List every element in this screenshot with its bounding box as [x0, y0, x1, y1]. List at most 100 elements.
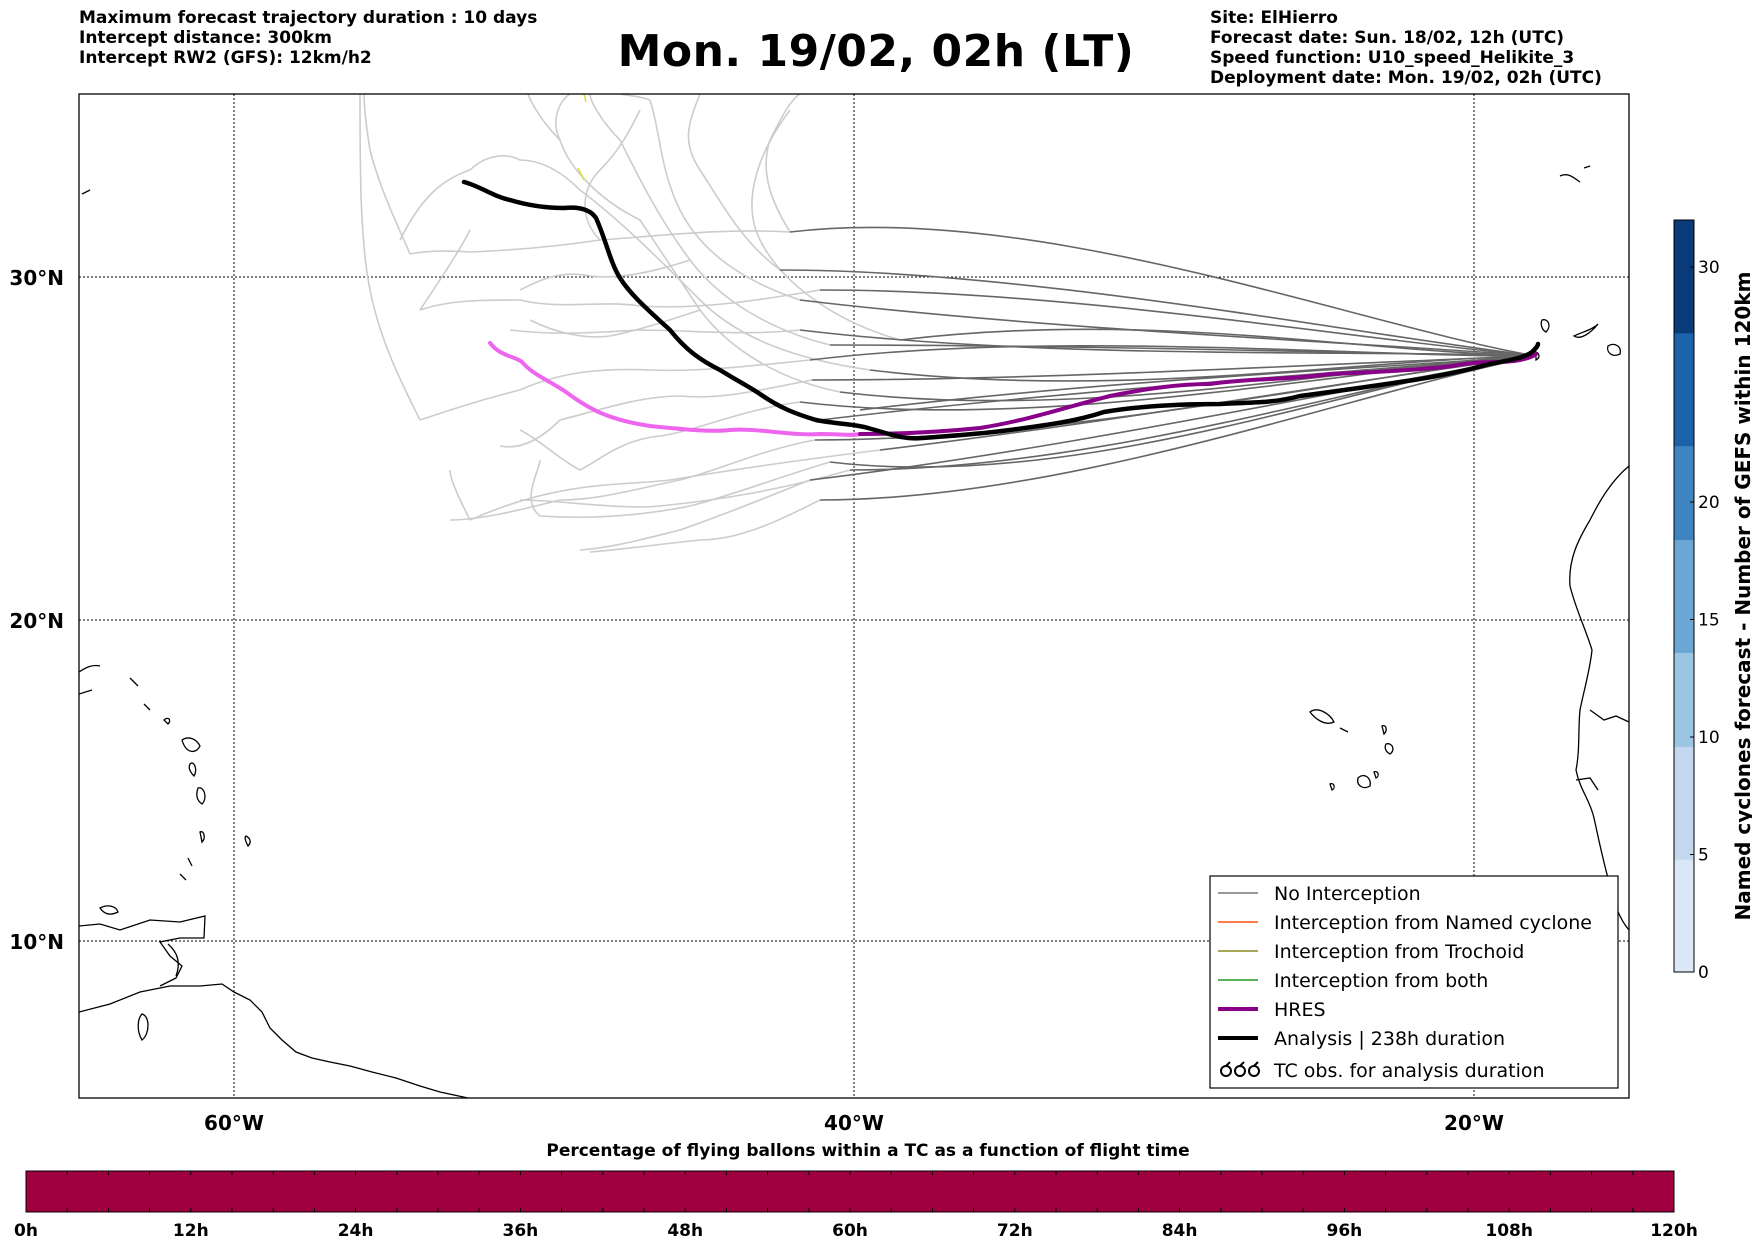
svg-text:TC obs. for analysis duration: TC obs. for analysis duration — [1273, 1060, 1545, 1082]
colorbar-cyclones-tick-label: 15 — [1698, 611, 1720, 631]
svg-text:No Interception: No Interception — [1274, 883, 1421, 905]
colorbar-cyclones-band — [1674, 539, 1694, 559]
martinique — [196, 787, 206, 805]
gefs-trajectory-far — [589, 94, 621, 141]
trochoid-trace — [577, 94, 587, 181]
colorbar-cyclones-ticks: 0 5 10 15 20 30 — [1690, 258, 1720, 983]
colorbar-cyclones-band — [1674, 915, 1694, 935]
colorbar-cyclones — [1674, 220, 1694, 973]
colorbar-cyclones-band — [1674, 408, 1694, 428]
coastlines — [79, 165, 1629, 1098]
colorbar-cyclones-band — [1674, 671, 1694, 691]
gefs-trajectory-far — [469, 449, 881, 521]
colorbar-cyclones-band — [1674, 802, 1694, 823]
lat-label-10n: 10°N — [9, 930, 64, 954]
gefs-trajectory-far — [579, 189, 871, 371]
legend-item-trochoid: Interception from Trochoid — [1218, 941, 1524, 963]
gefs-trajectory-near — [859, 355, 1537, 411]
header-right-info: Site: ElHierro Forecast date: Sun. 18/02… — [1210, 8, 1602, 88]
colorbar-cyclones-band — [1674, 332, 1694, 353]
max-duration-text: Maximum forecast trajectory duration : 1… — [79, 8, 538, 28]
intercept-rw2-text: Intercept RW2 (GFS): 12km/h2 — [79, 48, 372, 68]
gefs-trajectory-far — [687, 94, 781, 271]
boa-vista — [1384, 743, 1394, 755]
tc-symbol-icon — [1220, 1061, 1260, 1077]
colorbar-cyclones-band — [1674, 238, 1694, 259]
gefs-trajectory-far — [419, 299, 521, 311]
colorbar-cyclones-band — [1674, 464, 1694, 484]
guadeloupe — [181, 737, 201, 752]
colorbar-flight-time-tick-label: 120h — [1650, 1221, 1698, 1241]
svg-text:Interception from Named cyclon: Interception from Named cyclone — [1274, 912, 1592, 934]
gefs-trajectory-far — [649, 99, 801, 301]
gefs-trajectory-far — [539, 461, 831, 519]
colorbar-cyclones-band — [1674, 746, 1694, 766]
header-left-info: Maximum forecast trajectory duration : 1… — [79, 8, 537, 68]
barbados — [244, 835, 251, 848]
gefs-trajectory-far — [363, 94, 411, 255]
gefs-trajectory-far — [359, 94, 421, 421]
colorbar-cyclones-band — [1674, 426, 1694, 447]
colorbar-cyclones-band — [1674, 502, 1694, 522]
gefs-trajectory-near — [899, 328, 1537, 357]
colorbar-flight-time-ticks: 0h 12h 24h 36h 48h 60h 72h 84h 96h 108h 120h — [14, 1171, 1698, 1241]
venezuela-coast — [79, 915, 206, 987]
colorbar-flight-time-tick-label: 0h — [14, 1221, 38, 1241]
legend-item-both: Interception from both — [1218, 970, 1488, 992]
svg-text:Interception from both: Interception from both — [1274, 970, 1488, 992]
gefs-trajectory-far — [765, 94, 801, 233]
colorbar-flight-time-tick-label: 108h — [1485, 1221, 1533, 1241]
gefs-trajectory-far — [449, 469, 471, 521]
colorbar-cyclones-band — [1674, 821, 1694, 841]
south-america-coast — [79, 983, 469, 1098]
colorbar-flight-time-tick-label: 36h — [503, 1221, 539, 1241]
trinidad — [137, 1013, 149, 1041]
colorbar-flight-time-label: Percentage of flying ballons within a TC… — [546, 1141, 1189, 1161]
colorbar-cyclones-band — [1674, 370, 1694, 390]
colorbar-cyclones-tick-label: 30 — [1698, 258, 1720, 278]
colorbar-cyclones-band — [1674, 614, 1694, 635]
windward-islands — [179, 831, 205, 881]
colorbar-cyclones-band — [1674, 708, 1694, 729]
colorbar-cyclones-band — [1674, 840, 1694, 860]
lat-label-30n: 30°N — [9, 266, 64, 290]
santo-antao — [1309, 709, 1335, 724]
fogo-brava — [1329, 770, 1379, 791]
deployment-date-text: Deployment date: Mon. 19/02, 02h (UTC) — [1210, 68, 1602, 88]
gefs-trajectory-near — [829, 344, 1537, 357]
gefs-trajectory-far — [399, 169, 471, 241]
gefs-trajectory-far — [509, 329, 801, 334]
svg-text:Analysis | 238h duration: Analysis | 238h duration — [1274, 1028, 1505, 1050]
colorbar-flight-time-tick-label: 72h — [997, 1221, 1033, 1241]
colorbar-cyclones-band — [1674, 896, 1694, 917]
hres-trajectory-west — [488, 341, 862, 437]
speed-function-text: Speed function: U10_speed_Helikite_3 — [1210, 48, 1575, 68]
gefs-trajectory-near — [819, 355, 1537, 501]
gefs-trajectory-far — [579, 479, 811, 551]
colorbar-cyclones-band — [1674, 953, 1694, 973]
santiago — [1357, 774, 1371, 789]
colorbar-flight-time-tick-label: 48h — [667, 1221, 703, 1241]
colorbar-cyclones-band — [1674, 690, 1694, 710]
gefs-trajectory-far — [639, 219, 841, 393]
colorbar-flight-time — [25, 1170, 1675, 1213]
colorbar-cyclones-band — [1674, 558, 1694, 578]
colorbar-cyclones-band — [1674, 652, 1694, 672]
colorbar-cyclones-tick-label: 5 — [1698, 846, 1709, 866]
gefs-trajectory-far — [584, 109, 641, 241]
lon-label-40w: 40°W — [824, 1111, 884, 1135]
svg-text:Interception from Trochoid: Interception from Trochoid — [1274, 941, 1524, 963]
intercept-distance-text: Intercept distance: 300km — [79, 28, 332, 48]
gefs-trajectory-far — [519, 359, 811, 391]
africa-coast — [1569, 465, 1629, 931]
lat-label-20n: 20°N — [9, 609, 64, 633]
colorbar-cyclones-band — [1674, 483, 1694, 503]
gefs-trajectory-far — [579, 401, 801, 471]
gefs-trajectory-near — [869, 355, 1537, 382]
colorbar-cyclones-tick-label: 0 — [1698, 963, 1709, 983]
lon-label-60w: 60°W — [204, 1111, 264, 1135]
gefs-trajectory-far — [409, 250, 471, 255]
dominica — [188, 762, 197, 778]
svg-text:HRES: HRES — [1274, 999, 1326, 1021]
legend-item-named-cyclone: Interception from Named cyclone — [1218, 912, 1592, 934]
